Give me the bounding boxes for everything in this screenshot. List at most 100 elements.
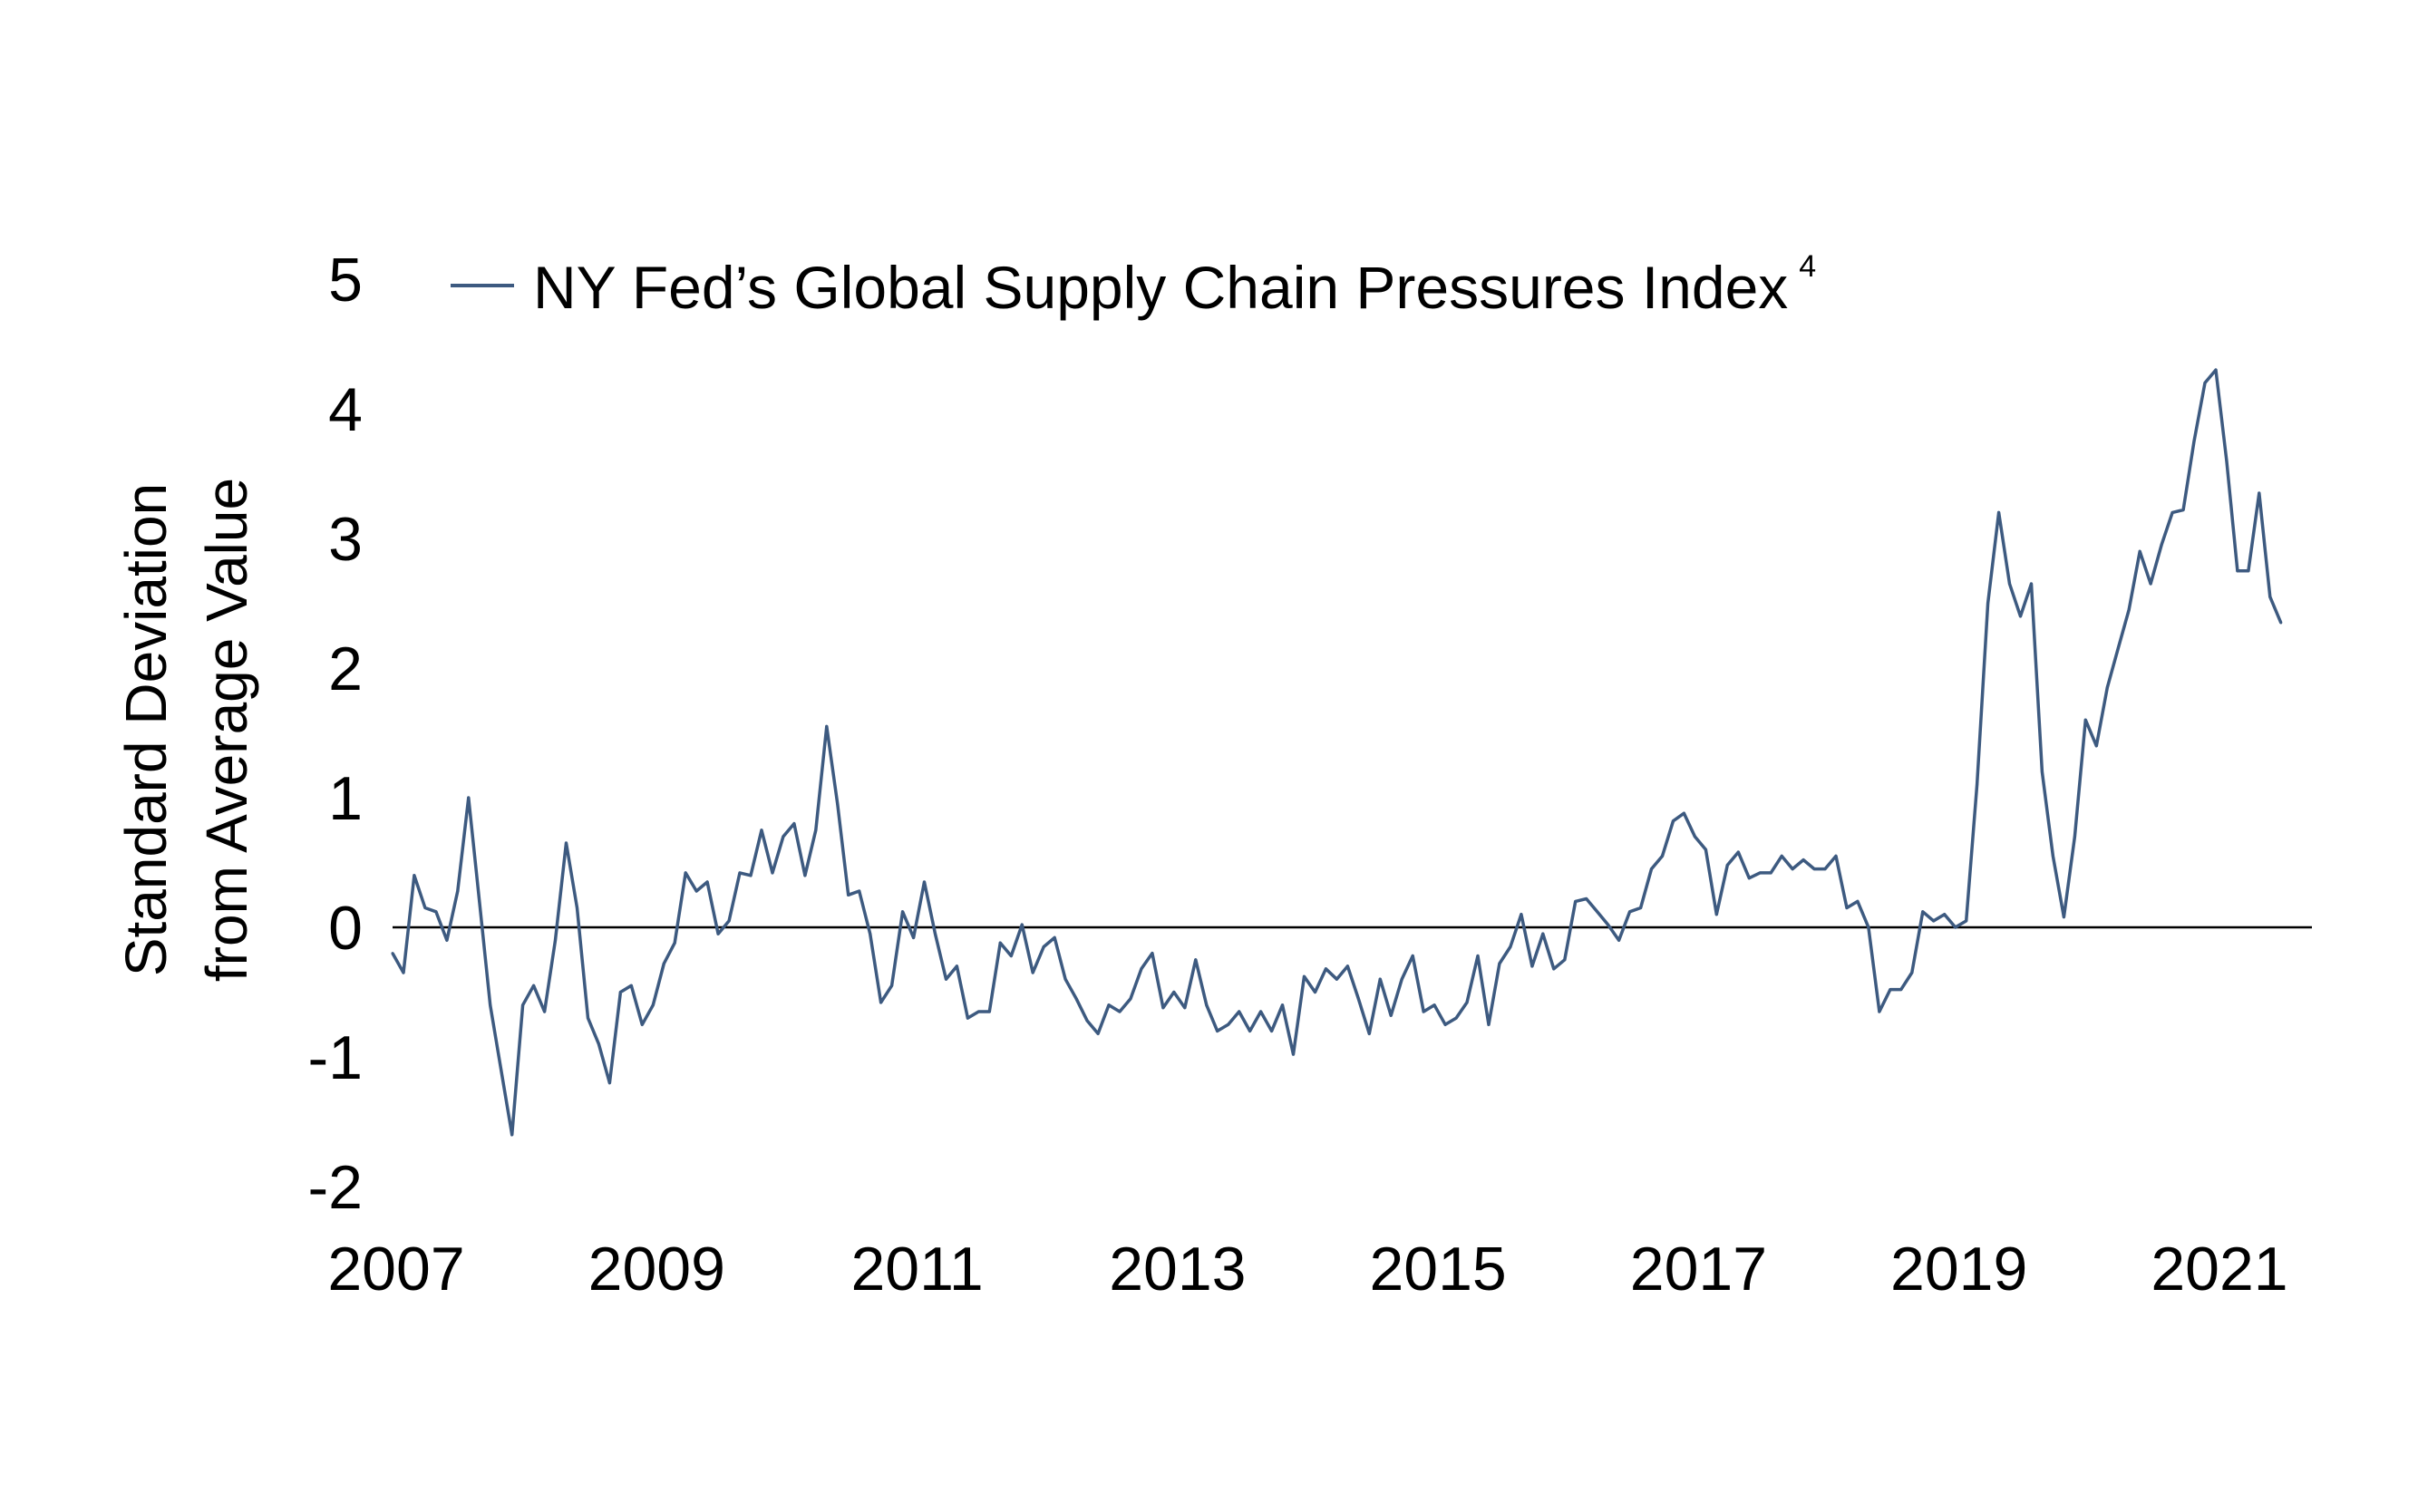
data-point bbox=[1161, 1006, 1165, 1010]
data-point bbox=[2040, 770, 2044, 773]
data-point bbox=[1520, 913, 1523, 916]
data-point bbox=[521, 1003, 525, 1007]
data-point bbox=[1509, 945, 1512, 948]
data-point bbox=[1997, 510, 2001, 514]
data-point bbox=[1541, 932, 1545, 935]
data-point bbox=[1856, 899, 1860, 903]
data-point bbox=[543, 1010, 547, 1013]
x-tick-label: 2015 bbox=[1369, 1235, 1506, 1304]
data-point bbox=[1921, 910, 1925, 914]
data-point bbox=[1574, 899, 1578, 903]
data-point bbox=[1812, 867, 1816, 871]
x-tick-label: 2009 bbox=[588, 1235, 725, 1304]
data-point bbox=[738, 871, 742, 875]
data-point bbox=[554, 938, 558, 942]
data-point bbox=[1736, 850, 1740, 854]
x-tick-label: 2019 bbox=[1890, 1235, 2027, 1304]
data-point bbox=[1107, 1003, 1111, 1007]
y-axis-title-line-1: Standard Deviation bbox=[113, 483, 179, 976]
x-tick-label: 2021 bbox=[2151, 1235, 2287, 1304]
data-point bbox=[944, 977, 947, 981]
data-point bbox=[1183, 1006, 1187, 1010]
data-point bbox=[640, 1023, 644, 1026]
data-point bbox=[771, 871, 774, 875]
data-point bbox=[1607, 923, 1610, 926]
data-point bbox=[1889, 988, 1892, 992]
data-point bbox=[1443, 1023, 1447, 1026]
data-point bbox=[2160, 543, 2163, 547]
data-point bbox=[402, 971, 405, 974]
data-point bbox=[1292, 1052, 1296, 1056]
data-point bbox=[1932, 919, 1936, 923]
data-point bbox=[1965, 919, 1968, 923]
data-point bbox=[1910, 971, 1914, 974]
data-point bbox=[1693, 835, 1696, 838]
y-tick-label: 5 bbox=[328, 246, 363, 315]
data-point bbox=[2225, 459, 2229, 462]
data-point bbox=[858, 889, 861, 893]
data-point bbox=[1747, 877, 1751, 880]
data-point bbox=[1335, 977, 1338, 981]
data-point bbox=[1596, 910, 1599, 914]
data-point bbox=[1205, 1003, 1209, 1007]
data-point bbox=[934, 932, 937, 935]
data-point bbox=[803, 874, 807, 877]
data-point bbox=[2149, 582, 2152, 586]
data-point bbox=[1270, 1029, 1274, 1032]
data-point bbox=[716, 932, 720, 935]
data-point bbox=[565, 841, 568, 845]
data-point bbox=[1085, 1019, 1089, 1023]
data-point bbox=[749, 874, 753, 877]
data-point bbox=[814, 829, 818, 832]
data-point bbox=[2268, 595, 2272, 598]
data-point bbox=[2116, 647, 2120, 651]
data-point bbox=[2203, 381, 2207, 384]
x-tick-label: 2017 bbox=[1630, 1235, 1767, 1304]
series-group bbox=[391, 368, 2283, 1137]
data-point bbox=[1714, 913, 1718, 916]
y-axis-title: Standard Deviation from Average Value bbox=[113, 478, 259, 982]
data-point bbox=[1042, 945, 1045, 948]
data-point bbox=[1248, 1029, 1252, 1032]
data-point bbox=[575, 906, 578, 910]
data-point bbox=[434, 910, 438, 914]
data-point bbox=[456, 889, 460, 893]
data-point bbox=[912, 935, 916, 939]
x-tick-label: 2013 bbox=[1109, 1235, 1246, 1304]
data-point bbox=[792, 822, 796, 826]
data-point bbox=[1867, 926, 1870, 929]
data-point bbox=[500, 1068, 503, 1071]
data-point bbox=[1617, 938, 1621, 942]
data-point bbox=[1053, 935, 1056, 939]
data-point bbox=[1324, 967, 1327, 971]
y-tick-label: -2 bbox=[308, 1153, 363, 1222]
data-point bbox=[1487, 1023, 1491, 1026]
data-point bbox=[1704, 848, 1707, 851]
data-point bbox=[1227, 1023, 1230, 1026]
y-tick-label: 0 bbox=[328, 894, 363, 963]
data-point bbox=[1552, 967, 1556, 971]
data-point bbox=[1530, 964, 1534, 968]
data-point bbox=[1367, 1032, 1371, 1035]
data-point bbox=[1356, 997, 1360, 1001]
data-point bbox=[2062, 916, 2065, 919]
data-point bbox=[532, 984, 536, 987]
data-point bbox=[2008, 582, 2012, 586]
data-point bbox=[879, 1001, 883, 1004]
data-point bbox=[662, 962, 665, 965]
data-point bbox=[1780, 854, 1783, 858]
data-point bbox=[1943, 913, 1947, 916]
data-point bbox=[1834, 854, 1838, 858]
data-point bbox=[2192, 440, 2196, 443]
data-point bbox=[976, 1010, 980, 1013]
data-point bbox=[445, 938, 449, 942]
data-point bbox=[2170, 510, 2174, 514]
data-point bbox=[998, 941, 1002, 945]
data-point bbox=[2073, 835, 2076, 838]
data-point bbox=[1563, 958, 1567, 962]
data-point bbox=[2127, 608, 2131, 612]
data-point bbox=[1009, 954, 1013, 957]
data-point bbox=[1129, 997, 1132, 1001]
data-point bbox=[1216, 1029, 1219, 1032]
